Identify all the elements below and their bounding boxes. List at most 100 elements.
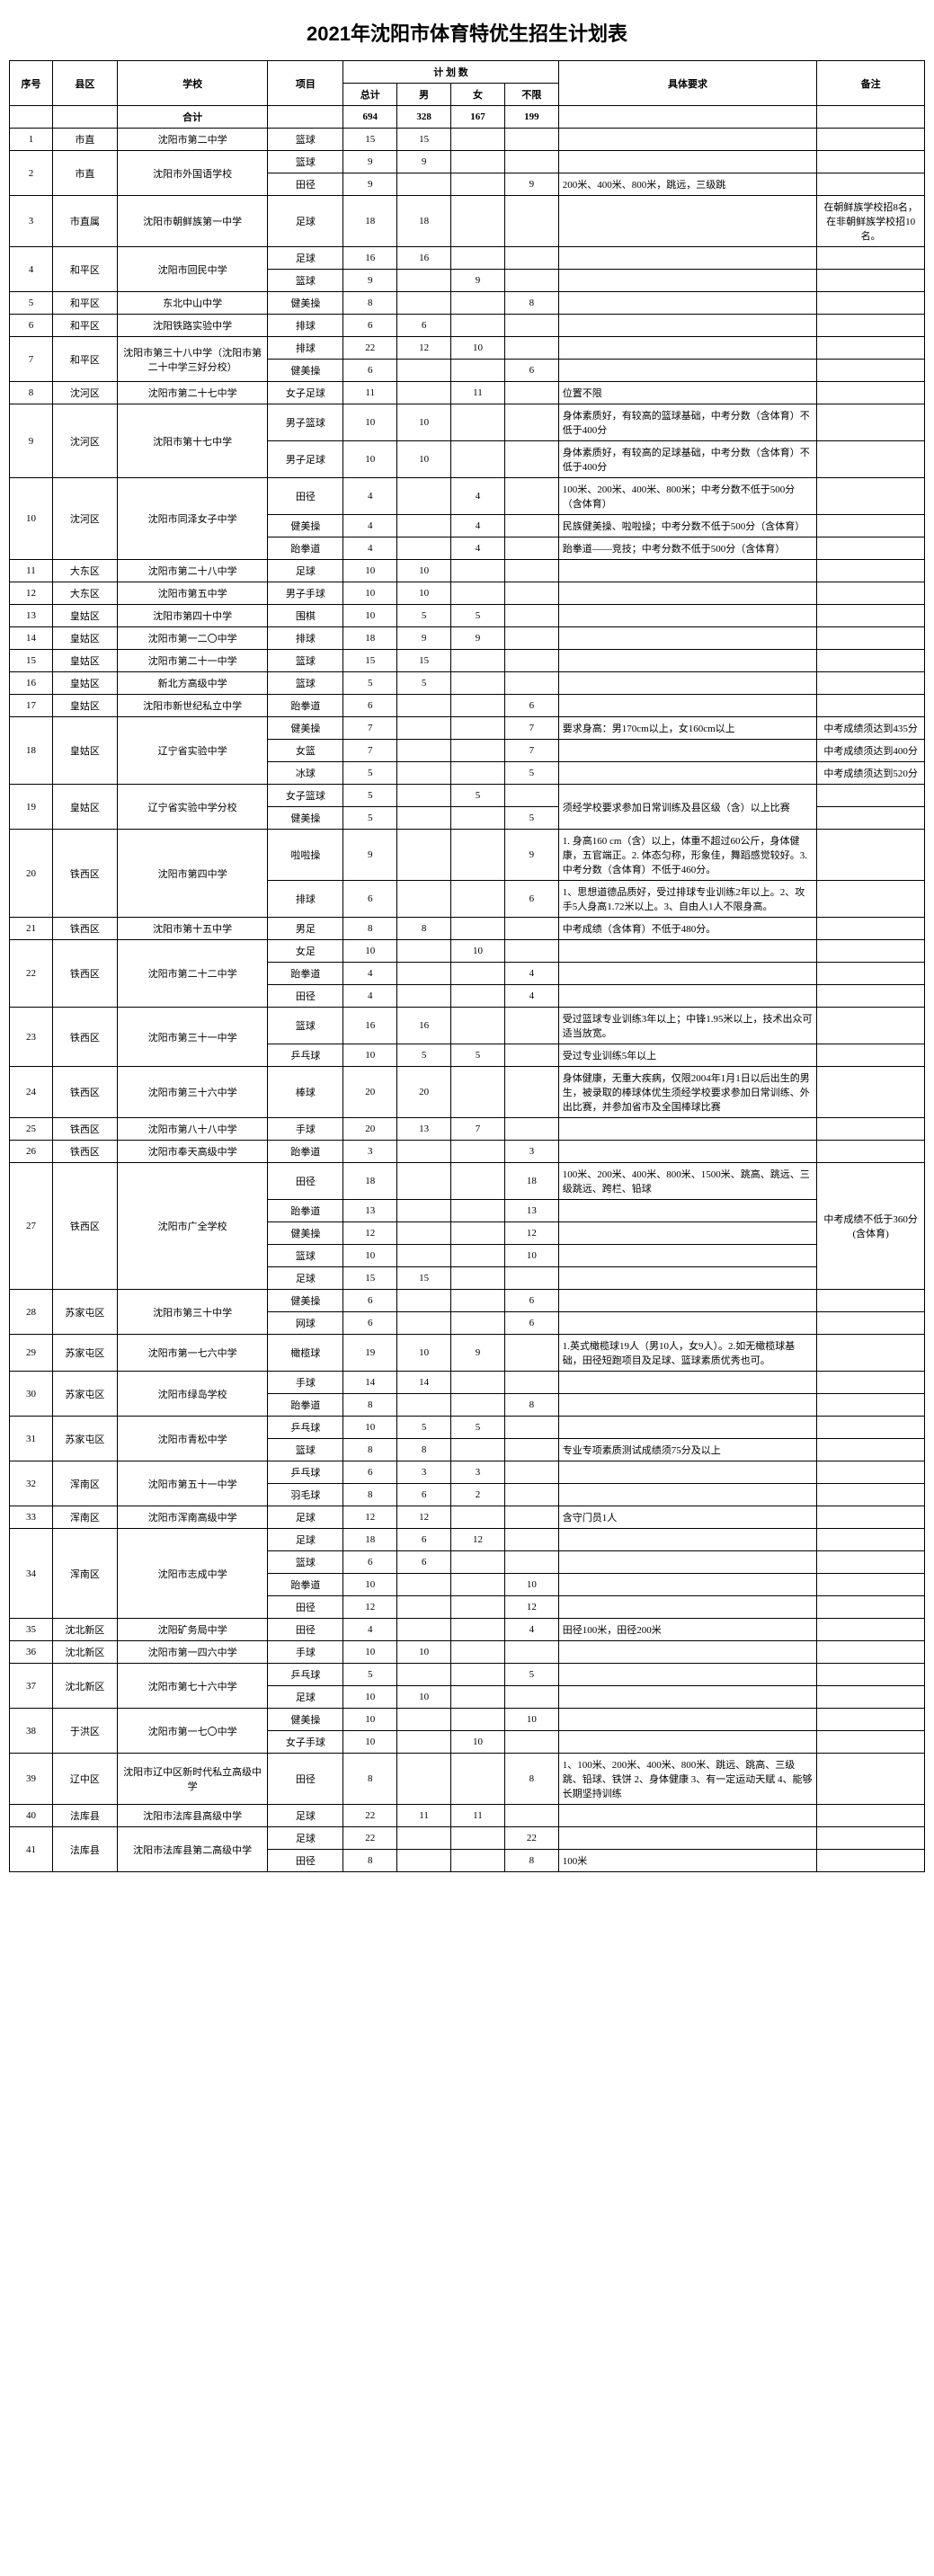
cell-male: 6 [397,1484,451,1506]
cell-seq: 9 [10,404,53,478]
cell-sport: 篮球 [268,1439,343,1461]
cell-total: 11 [343,382,397,404]
cell-seq: 32 [10,1461,53,1506]
th-male: 男 [397,84,451,106]
cell-sport: 跆拳道 [268,963,343,985]
cell-total: 18 [343,627,397,650]
cell-district: 和平区 [52,315,117,337]
cell-unlimited: 10 [504,1574,558,1596]
cell-req [558,1664,816,1686]
cell-unlimited [504,441,558,478]
cell-note [817,1461,925,1484]
cell-sport: 男子足球 [268,441,343,478]
cell-note [817,560,925,582]
cell-seq: 5 [10,292,53,315]
cell-sport: 足球 [268,196,343,247]
cell-total: 9 [343,151,397,173]
cell-sport: 乒乓球 [268,1417,343,1439]
cell-unlimited [504,627,558,650]
table-row: 37沈北新区沈阳市第七十六中学乒乓球55 [10,1664,925,1686]
cell-female [451,695,505,717]
plan-table: 序号 县区 学校 项目 计 划 数 具体要求 备注 总计 男 女 不限 合计 6… [9,60,925,1872]
cell-unlimited [504,1461,558,1484]
cell-school: 沈阳市辽中区新时代私立高级中学 [117,1754,268,1805]
cell-unlimited [504,1008,558,1044]
cell-sport: 围棋 [268,605,343,627]
cell-district: 和平区 [52,337,117,382]
cell-seq: 10 [10,478,53,560]
cell-female [451,1439,505,1461]
cell-req [558,1372,816,1394]
cell-seq: 21 [10,918,53,940]
table-row: 27铁西区沈阳市广全学校田径1818100米、200米、400米、800米、15… [10,1163,925,1200]
cell-district: 铁西区 [52,1067,117,1118]
cell-total: 10 [343,1417,397,1439]
cell-female [451,1506,505,1529]
cell-sport: 健美操 [268,1290,343,1312]
th-req: 具体要求 [558,61,816,106]
cell-sport: 网球 [268,1312,343,1335]
cell-seq: 12 [10,582,53,605]
cell-female [451,404,505,441]
cell-school: 沈阳市法库县高级中学 [117,1805,268,1827]
cell-female [451,173,505,196]
th-school: 学校 [117,61,268,106]
cell-total: 10 [343,441,397,478]
cell-district: 沈北新区 [52,1664,117,1709]
table-body: 1市直沈阳市第二中学篮球15152市直沈阳市外国语学校篮球99田径99200米、… [10,129,925,1872]
cell-note [817,605,925,627]
cell-unlimited: 6 [504,881,558,918]
cell-req [558,129,816,151]
cell-male: 16 [397,247,451,270]
cell-req [558,1222,816,1245]
cell-req: 身体素质好，有较高的足球基础，中考分数（含体育）不低于400分 [558,441,816,478]
cell-unlimited [504,382,558,404]
cell-sport: 足球 [268,1506,343,1529]
cell-note [817,515,925,537]
cell-sport: 健美操 [268,807,343,830]
cell-male: 10 [397,441,451,478]
cell-female [451,1827,505,1850]
cell-unlimited: 5 [504,762,558,785]
cell-sport: 女足 [268,940,343,963]
cell-sport: 健美操 [268,1222,343,1245]
cell-req [558,196,816,247]
cell-unlimited [504,1044,558,1067]
table-row: 23铁西区沈阳市第三十一中学篮球1616受过篮球专业训练3年以上；中锋1.95米… [10,1008,925,1044]
cell-req [558,963,816,985]
cell-female: 7 [451,1118,505,1141]
cell-seq: 41 [10,1827,53,1872]
cell-req [558,740,816,762]
cell-female [451,717,505,740]
cell-male: 10 [397,404,451,441]
cell-req: 专业专项素质测试成绩须75分及以上 [558,1439,816,1461]
cell-unlimited [504,1506,558,1529]
cell-male: 9 [397,627,451,650]
cell-req [558,292,816,315]
cell-sport: 篮球 [268,1008,343,1044]
cell-req [558,1141,816,1163]
cell-unlimited [504,1805,558,1827]
cell-req [558,1641,816,1664]
cell-male [397,1754,451,1805]
cell-school: 沈阳市第十七中学 [117,404,268,478]
cell-total: 6 [343,315,397,337]
cell-unlimited: 6 [504,1290,558,1312]
cell-school: 沈阳市第五十一中学 [117,1461,268,1506]
cell-female: 11 [451,1805,505,1827]
cell-female [451,441,505,478]
cell-school: 沈阳市第四中学 [117,830,268,918]
cell-req [558,1827,816,1850]
cell-male [397,360,451,382]
cell-school: 沈阳市奉天高级中学 [117,1141,268,1163]
cell-req: 1、思想道德品质好，受过排球专业训练2年以上。2、攻手5人身高1.72米以上。3… [558,881,816,918]
cell-req: 含守门员1人 [558,1506,816,1529]
cell-sport: 跆拳道 [268,1200,343,1222]
cell-req [558,1312,816,1335]
cell-seq: 15 [10,650,53,672]
cell-school: 东北中山中学 [117,292,268,315]
cell-district: 皇姑区 [52,627,117,650]
cell-unlimited [504,1417,558,1439]
cell-male: 3 [397,1461,451,1484]
cell-female [451,1709,505,1731]
